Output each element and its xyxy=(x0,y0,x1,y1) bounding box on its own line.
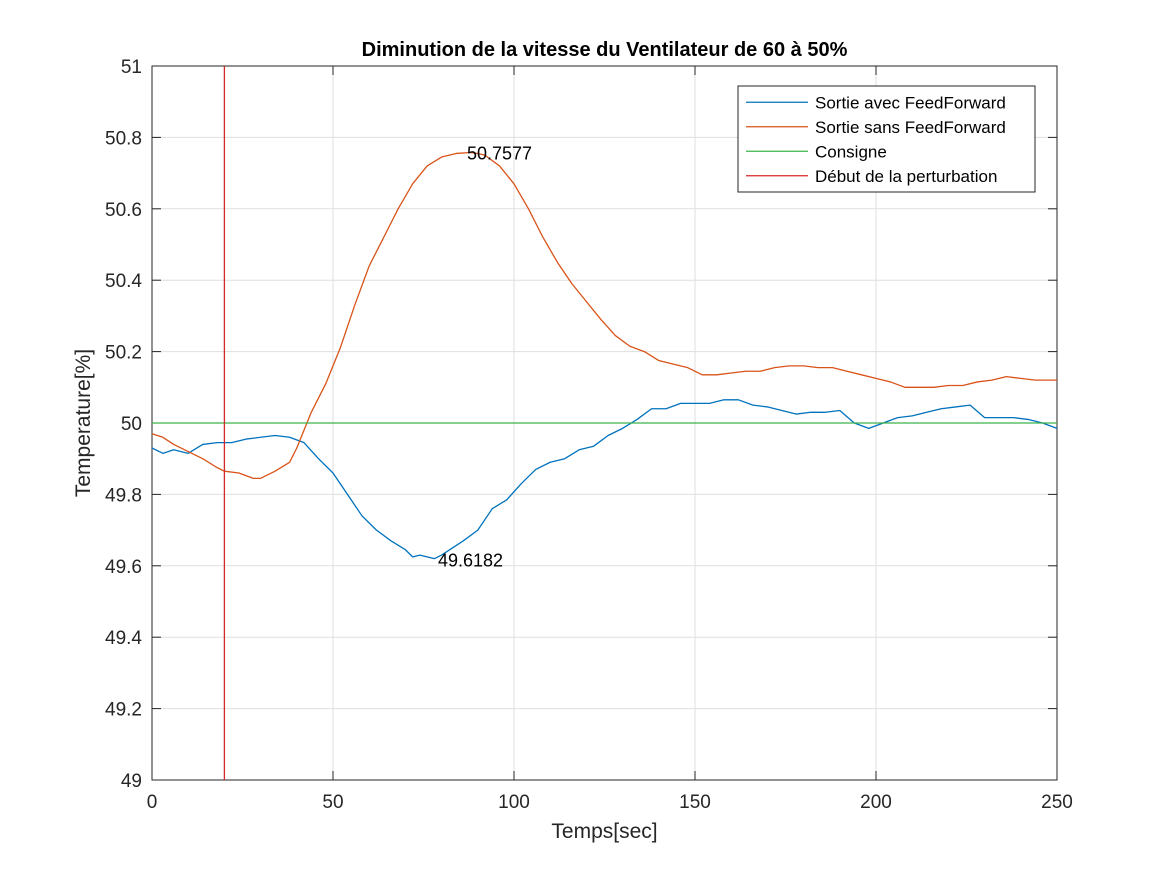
axis-ticks: 0 50 100 150 200 250 49 49.2 49.4 49.6 49.8 50 50.2 5… xyxy=(105,57,1073,813)
y-tick-label: 49.2 xyxy=(105,700,142,721)
data-label-1: 50.7577 xyxy=(467,144,532,164)
x-tick-label: 250 xyxy=(1041,792,1073,813)
legend-label-4: Début de la perturbation xyxy=(815,167,997,186)
x-axis-label: Temps[sec] xyxy=(551,820,657,843)
y-tick-label: 50 xyxy=(121,414,142,435)
y-tick-label: 50.2 xyxy=(105,343,142,364)
chart-title: Diminution de la vitesse du Ventilateur … xyxy=(362,39,848,61)
y-tick-label: 50.6 xyxy=(105,200,142,221)
y-tick-label: 49.6 xyxy=(105,557,142,578)
y-tick-label: 49.8 xyxy=(105,485,142,506)
legend: Sortie avec FeedForward Sortie sans FeedF… xyxy=(737,85,1036,193)
legend-label-2: Sortie sans FeedForward xyxy=(815,118,1006,137)
y-tick-label: 50.4 xyxy=(105,271,142,292)
x-tick-label: 150 xyxy=(679,792,711,813)
legend-box xyxy=(737,85,1036,193)
x-tick-label: 100 xyxy=(498,792,530,813)
y-axis-label: Temperature[%] xyxy=(72,349,95,497)
x-tick-label: 200 xyxy=(860,792,892,813)
data-label-2: 49.6182 xyxy=(438,550,503,570)
legend-label-3: Consigne xyxy=(815,142,887,161)
data-annotations: 50.7577 49.6182 xyxy=(438,144,532,571)
y-tick-label: 49 xyxy=(121,771,142,792)
series-lines xyxy=(151,66,1058,780)
y-tick-label: 49.4 xyxy=(105,628,142,649)
x-tick-label: 0 xyxy=(147,792,158,813)
series-line-2 xyxy=(151,151,1057,479)
x-tick-label: 50 xyxy=(322,792,343,813)
y-tick-label: 51 xyxy=(121,57,142,78)
series-line-1 xyxy=(151,399,1058,560)
y-tick-label: 50.8 xyxy=(105,128,142,149)
legend-label-1: Sortie avec FeedForward xyxy=(815,93,1006,112)
